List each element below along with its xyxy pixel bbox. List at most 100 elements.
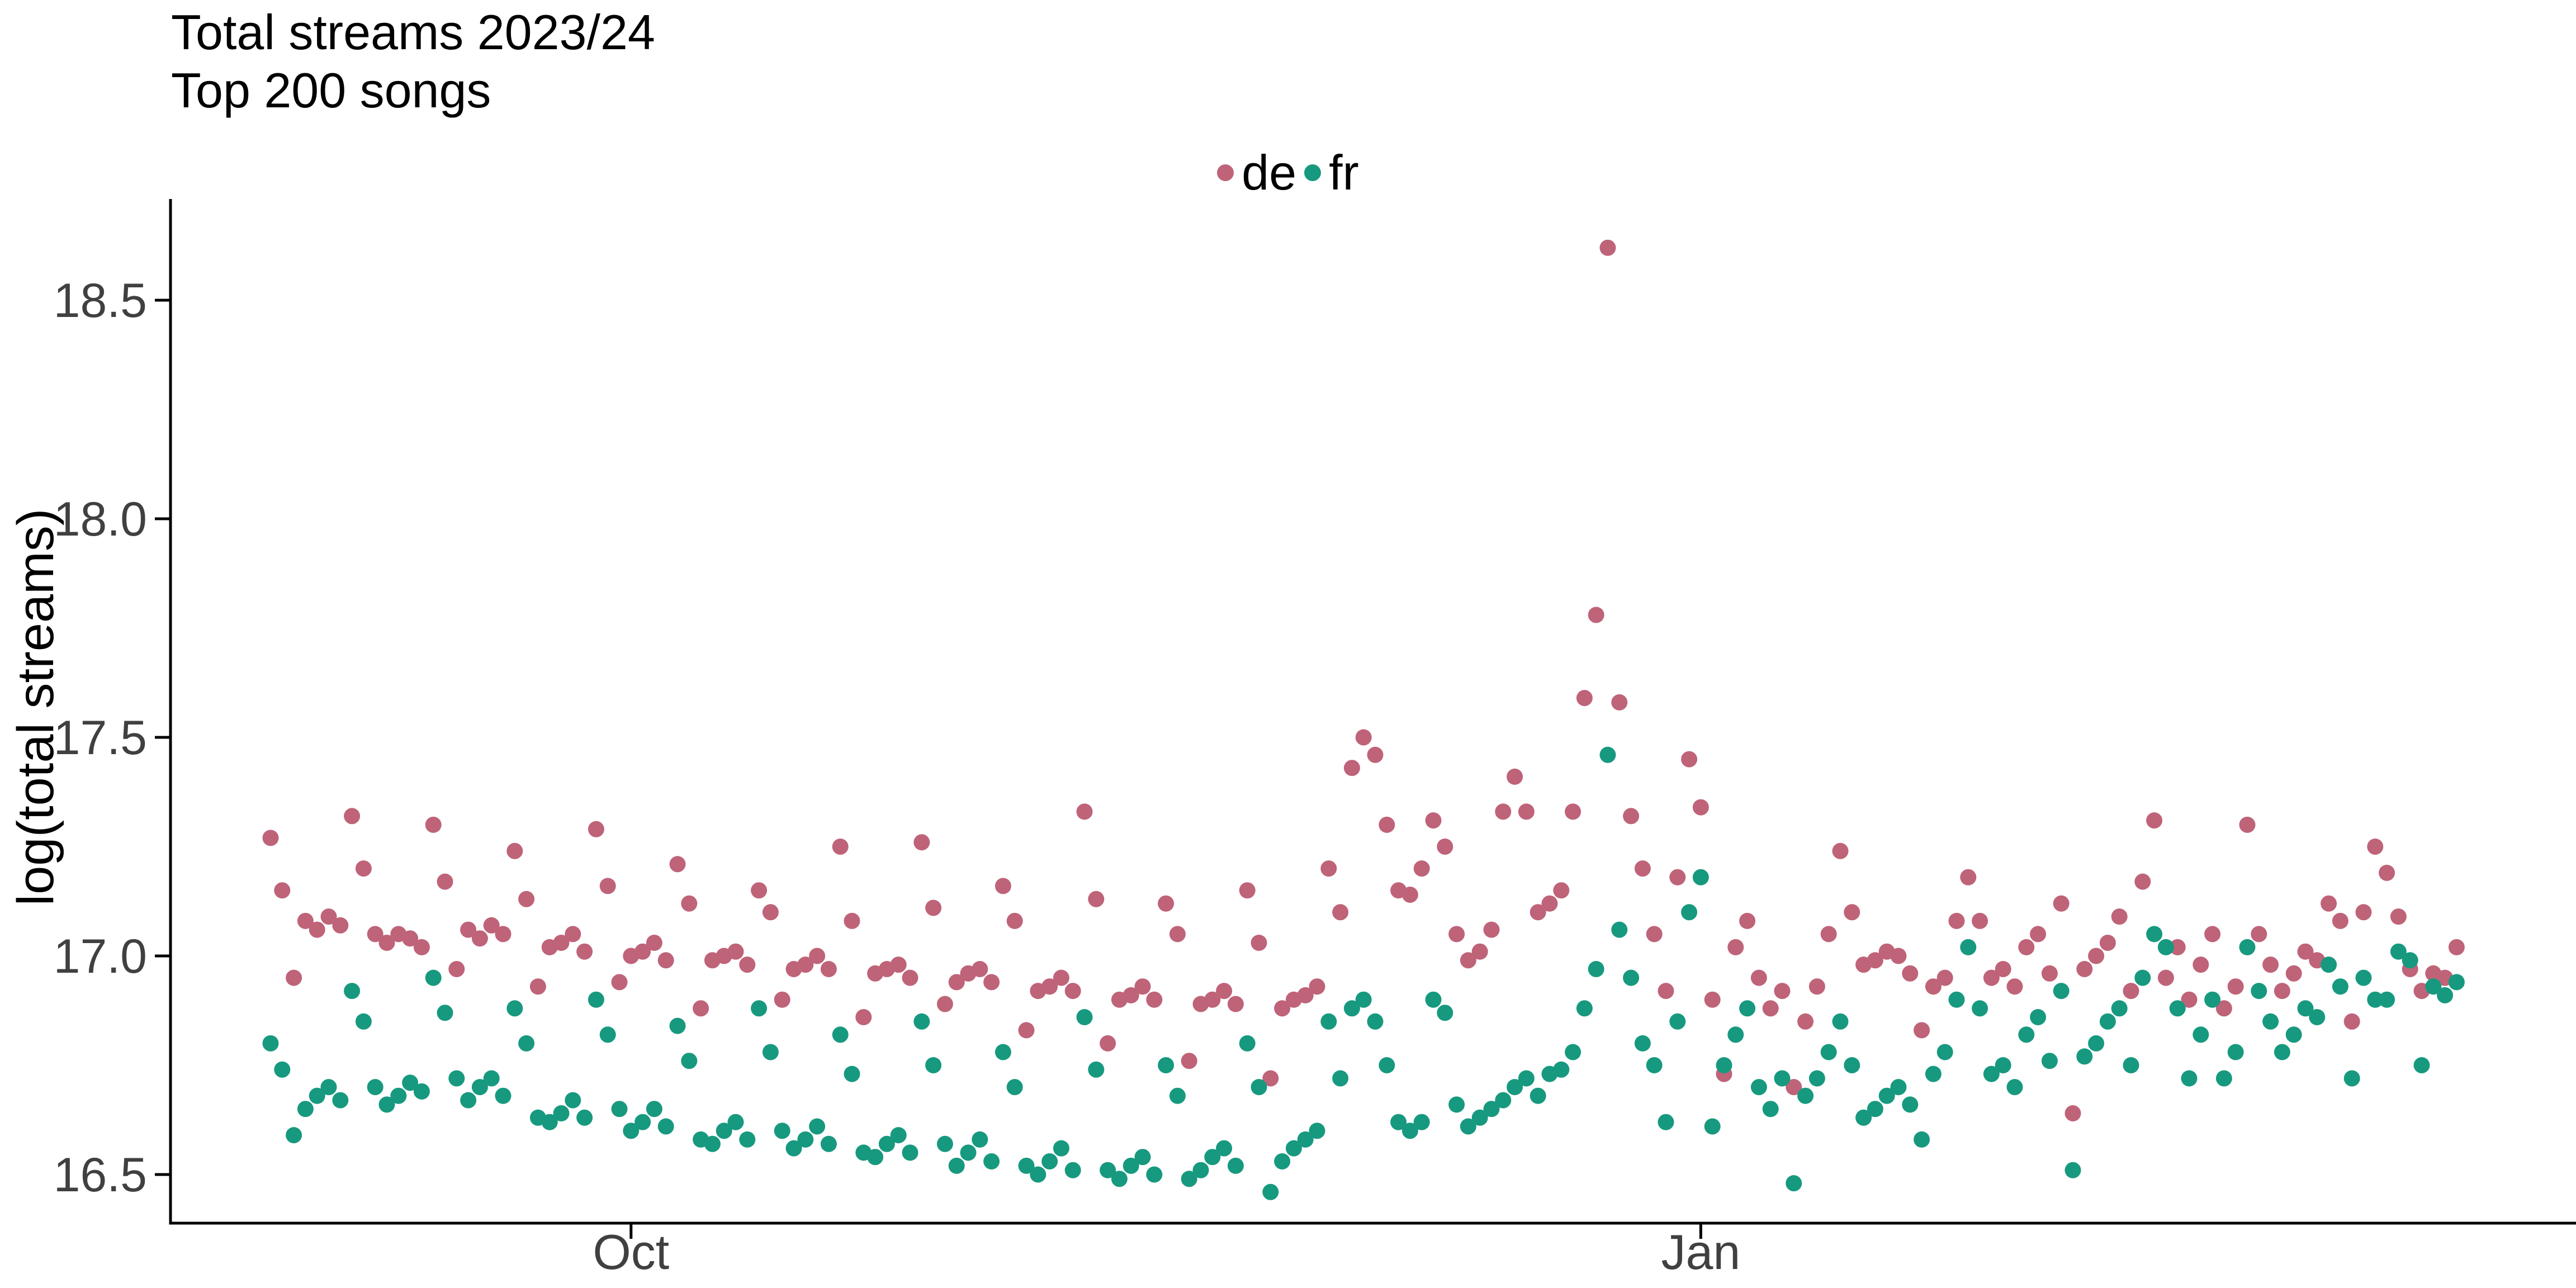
data-point-fr — [2053, 983, 2070, 1000]
y-tick-label: 17.0 — [54, 930, 147, 983]
data-point-de — [1750, 969, 1767, 986]
data-point-de — [1437, 839, 1453, 855]
data-point-fr — [2181, 1070, 2198, 1087]
data-point-de — [2262, 956, 2279, 973]
data-point-de — [576, 943, 593, 960]
data-point-de — [1914, 1022, 1930, 1039]
data-point-fr — [262, 1035, 279, 1052]
data-point-fr — [2146, 926, 2163, 943]
data-point-de — [1820, 926, 1837, 943]
data-point-fr — [1518, 1070, 1535, 1087]
data-point-fr — [716, 1123, 732, 1139]
data-point-fr — [1972, 1000, 1988, 1017]
data-point-de — [320, 908, 337, 925]
data-point-de — [2076, 961, 2093, 977]
data-point-fr — [2239, 939, 2256, 955]
data-point-de — [1518, 803, 1535, 820]
chart-subtitle: Top 200 songs — [171, 63, 491, 118]
data-point-fr — [2123, 1057, 2139, 1073]
data-point-fr — [1681, 904, 1698, 921]
data-point-fr — [286, 1127, 302, 1144]
data-point-fr — [704, 1135, 721, 1152]
data-point-de — [890, 956, 907, 973]
data-point-de — [2227, 978, 2244, 995]
data-point-fr — [1565, 1044, 1581, 1060]
data-point-fr — [1762, 1101, 1779, 1117]
data-point-de — [1053, 969, 1069, 986]
data-point-de — [2297, 943, 2314, 960]
data-point-fr — [1483, 1101, 1500, 1117]
data-point-fr — [972, 1131, 988, 1148]
y-tick-label: 16.5 — [54, 1148, 147, 1202]
data-point-fr — [1553, 1061, 1570, 1078]
data-point-de — [2379, 864, 2395, 881]
data-point-fr — [1739, 1000, 1756, 1017]
data-point-de — [1355, 729, 1372, 746]
data-point-de — [1379, 816, 1395, 833]
data-point-fr — [2448, 974, 2465, 991]
data-point-fr — [1169, 1087, 1186, 1104]
data-point-fr — [1274, 1153, 1291, 1169]
data-point-fr — [2297, 1000, 2314, 1017]
data-point-fr — [751, 1000, 768, 1017]
data-point-de — [1634, 860, 1651, 877]
data-point-fr — [2041, 1053, 2058, 1069]
data-point-fr — [2111, 1000, 2128, 1017]
data-point-de — [1006, 912, 1023, 929]
data-point-de — [727, 943, 744, 960]
data-point-de — [2181, 991, 2198, 1008]
data-point-fr — [437, 1005, 453, 1021]
data-point-fr — [2099, 1013, 2116, 1030]
data-point-fr — [1285, 1140, 1302, 1157]
data-point-fr — [1297, 1131, 1314, 1148]
data-point-fr — [1634, 1035, 1651, 1052]
data-point-de — [1611, 694, 1628, 711]
data-point-de — [588, 821, 604, 837]
data-point-de — [2355, 904, 2372, 921]
data-point-de — [855, 1009, 872, 1025]
legend-dot-de — [1217, 164, 1234, 181]
data-point-de — [844, 912, 860, 929]
data-point-de — [681, 895, 698, 912]
data-point-de — [1704, 991, 1721, 1008]
data-point-fr — [762, 1044, 779, 1060]
data-point-fr — [1111, 1171, 1128, 1187]
data-point-de — [1274, 1000, 1291, 1017]
data-point-de — [2169, 939, 2186, 955]
data-point-fr — [611, 1101, 628, 1117]
data-point-de — [1925, 978, 1942, 995]
data-point-fr — [844, 1066, 860, 1082]
data-point-fr — [1100, 1162, 1116, 1178]
legend-item-fr: fr — [1304, 144, 1359, 201]
data-point-de — [425, 816, 442, 833]
data-point-fr — [1599, 746, 1616, 763]
data-point-de — [1553, 882, 1570, 899]
data-point-de — [2390, 908, 2407, 925]
data-point-fr — [344, 983, 361, 1000]
data-point-fr — [309, 1087, 325, 1104]
data-point-fr — [1401, 1123, 1418, 1139]
y-axis-title: log(total streams) — [7, 509, 64, 906]
data-point-de — [2367, 839, 2384, 855]
data-point-fr — [2437, 987, 2454, 1003]
data-point-de — [1972, 912, 1988, 929]
data-point-de — [1251, 935, 1267, 951]
data-point-fr — [1786, 1175, 1802, 1192]
data-point-fr — [1448, 1096, 1465, 1113]
data-point-de — [657, 952, 674, 969]
data-point-fr — [588, 991, 604, 1008]
data-point-fr — [2402, 952, 2418, 969]
data-point-fr — [913, 1013, 930, 1030]
data-point-fr — [495, 1087, 512, 1104]
data-point-fr — [2332, 978, 2348, 995]
data-point-de — [367, 926, 383, 943]
data-point-de — [1762, 1000, 1779, 1017]
y-tick-label: 18.5 — [54, 274, 147, 328]
data-point-de — [1343, 760, 1360, 776]
data-point-fr — [1925, 1066, 1942, 1082]
data-point-de — [1995, 961, 2011, 977]
data-point-de — [1646, 926, 1663, 943]
data-point-de — [634, 943, 651, 960]
data-point-de — [2239, 816, 2256, 833]
